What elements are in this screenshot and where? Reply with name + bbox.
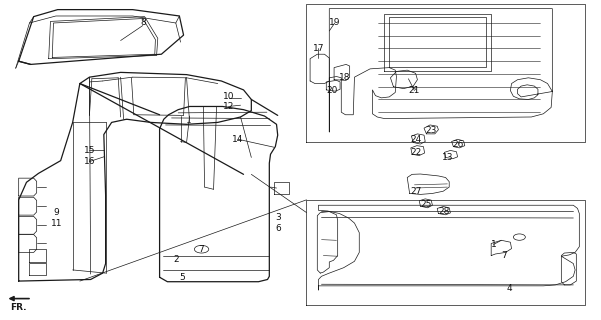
Text: 27: 27 xyxy=(410,187,422,196)
Text: 24: 24 xyxy=(410,135,422,144)
Text: 8: 8 xyxy=(140,19,145,28)
Text: 2: 2 xyxy=(174,255,179,264)
Text: 17: 17 xyxy=(313,44,324,53)
Text: 5: 5 xyxy=(179,273,185,282)
Text: 1: 1 xyxy=(490,240,496,249)
Text: 23: 23 xyxy=(426,126,437,135)
Text: 7: 7 xyxy=(198,245,204,254)
Text: 3: 3 xyxy=(275,213,281,222)
Text: 28: 28 xyxy=(439,207,450,216)
Text: 20: 20 xyxy=(326,86,338,95)
Text: 9: 9 xyxy=(53,208,59,217)
Text: 11: 11 xyxy=(50,219,63,228)
Text: 26: 26 xyxy=(452,140,463,149)
Text: 22: 22 xyxy=(410,148,422,157)
Text: 4: 4 xyxy=(507,284,512,292)
Text: FR.: FR. xyxy=(10,303,27,312)
Text: 16: 16 xyxy=(84,157,95,166)
Text: 25: 25 xyxy=(421,200,432,209)
Text: 13: 13 xyxy=(442,153,453,162)
Text: 10: 10 xyxy=(223,92,234,101)
Text: 7: 7 xyxy=(501,251,507,260)
Text: 15: 15 xyxy=(84,146,95,155)
Text: 12: 12 xyxy=(223,102,234,111)
Text: 21: 21 xyxy=(409,86,420,95)
Text: 18: 18 xyxy=(338,73,350,82)
Text: 19: 19 xyxy=(329,19,340,28)
Text: 14: 14 xyxy=(233,135,244,144)
Text: 6: 6 xyxy=(275,224,281,233)
